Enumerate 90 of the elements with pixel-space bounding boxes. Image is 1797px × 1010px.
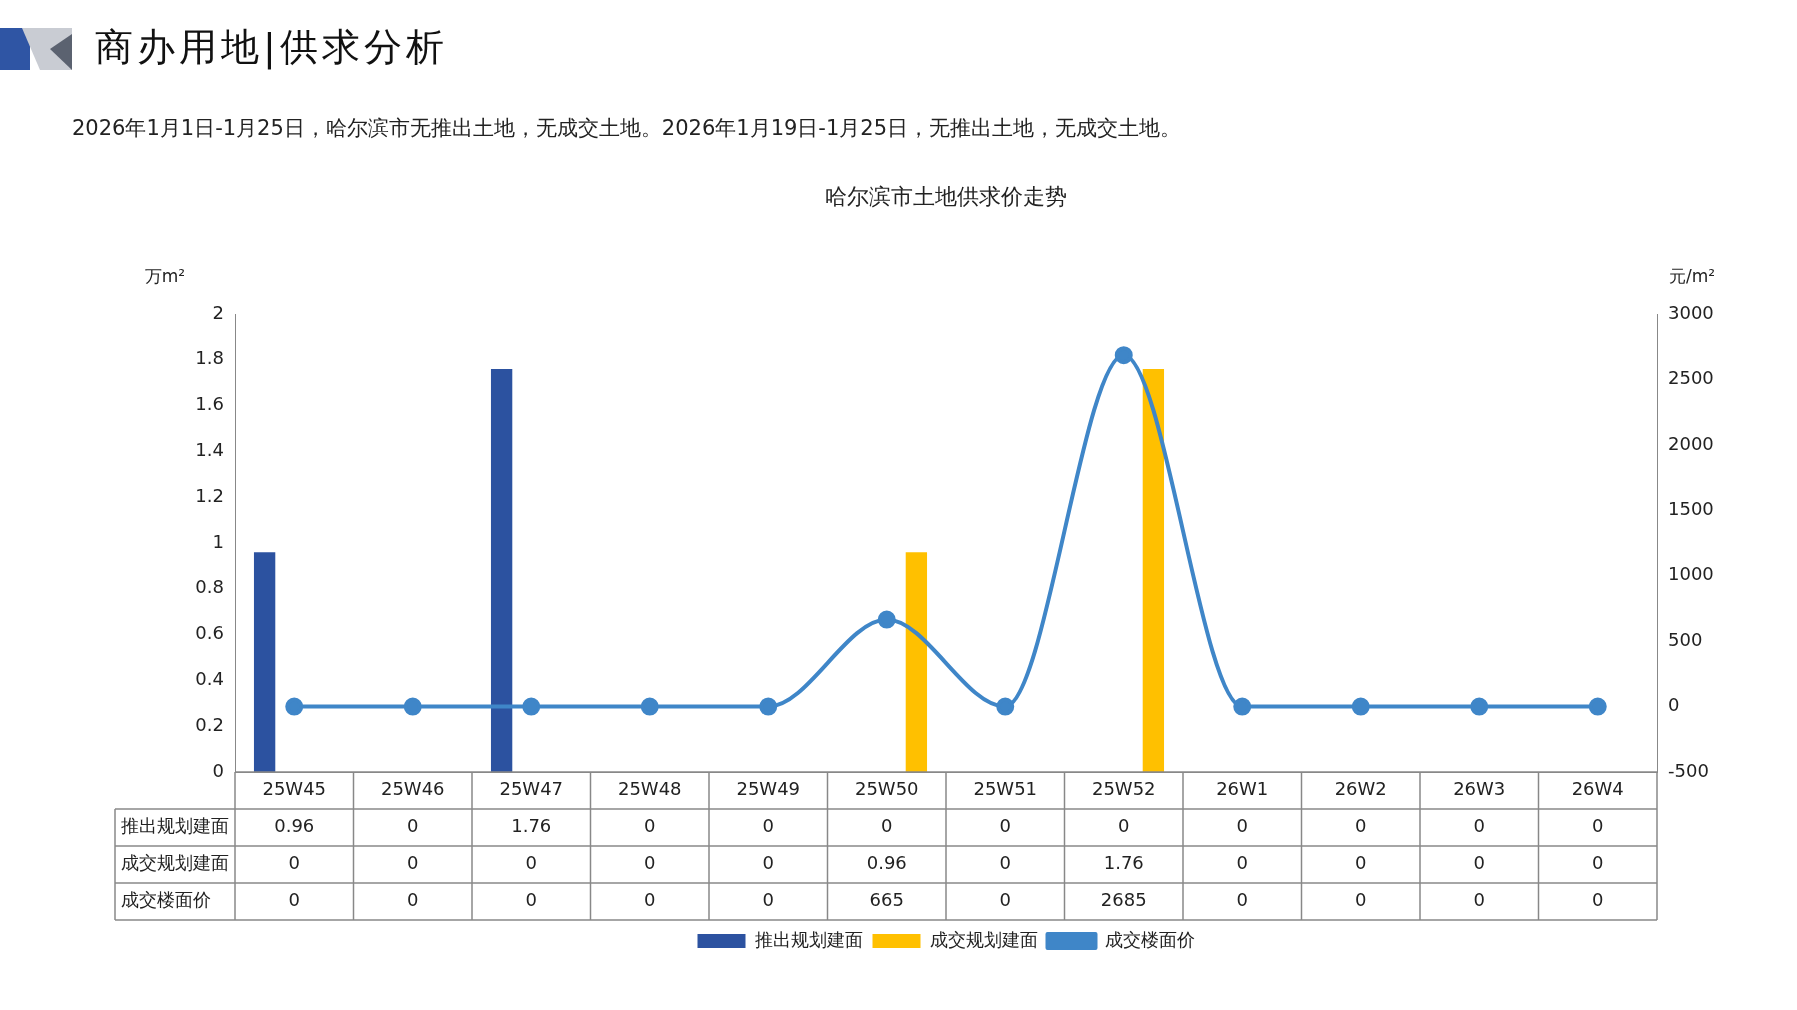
data-label: 0 xyxy=(1592,815,1604,837)
point xyxy=(1233,697,1252,716)
x-tick-label: 25W46 xyxy=(380,778,445,800)
point xyxy=(759,697,778,716)
point xyxy=(403,697,422,716)
y2-tick-label: -500 xyxy=(1668,759,1709,781)
y-tick-label: 1.6 xyxy=(195,393,224,415)
text: 推出规划建面 xyxy=(121,815,229,837)
data-label: 0 xyxy=(407,815,419,837)
data-label: 0 xyxy=(1355,815,1367,837)
y2-tick-label: 2000 xyxy=(1668,432,1714,454)
text: 哈尔滨市土地供求价走势 xyxy=(825,183,1067,209)
point xyxy=(996,697,1015,716)
legend-label: 成交规划建面 xyxy=(929,928,1038,950)
data-label: 0 xyxy=(1473,815,1485,837)
data-label: 665 xyxy=(869,889,904,911)
y-tick-label: 1.2 xyxy=(195,484,224,506)
point xyxy=(1470,697,1489,716)
data-label: 0 xyxy=(1355,889,1367,911)
data-label: 0.96 xyxy=(274,815,315,837)
data-label: 0 xyxy=(999,815,1011,837)
point xyxy=(1588,697,1607,716)
y-tick-label: 0 xyxy=(212,759,224,781)
x-tick-label: 26W4 xyxy=(1571,778,1624,800)
x-tick-label: 26W3 xyxy=(1453,778,1506,800)
data-label: 0 xyxy=(881,815,893,837)
x-tick-label: 25W49 xyxy=(736,778,801,800)
point xyxy=(522,697,541,716)
y-tick-label: 1 xyxy=(212,530,224,552)
data-label: 0 xyxy=(525,889,537,911)
y-tick-label: 1.8 xyxy=(195,347,224,369)
data-label: 0 xyxy=(1236,852,1248,874)
y-tick-label: 0.4 xyxy=(195,668,224,690)
point xyxy=(1114,346,1133,365)
y2-tick-label: 3000 xyxy=(1668,301,1714,323)
data-label: 0 xyxy=(288,852,300,874)
data-label: 0 xyxy=(644,815,656,837)
data-label: 1.76 xyxy=(511,815,552,837)
chart-subtitle: 2026年1月1日-1月25日，哈尔滨市无推出土地，无成交土地。2026年1月19日-1月25日，无推出土地，无成交土地。 xyxy=(72,115,1182,142)
point xyxy=(1351,697,1370,716)
y2-tick-label: 500 xyxy=(1668,628,1703,650)
x-tick-label: 25W47 xyxy=(499,778,564,800)
y-tick-label: 0.2 xyxy=(195,713,224,735)
data-label: 0 xyxy=(644,852,656,874)
x-tick-label: 25W51 xyxy=(973,778,1038,800)
y2-tick-label: 1000 xyxy=(1668,563,1714,585)
data-label: 0 xyxy=(1473,889,1485,911)
data-label: 0 xyxy=(1236,815,1248,837)
x-tick-label: 25W45 xyxy=(262,778,327,800)
data-label: 0 xyxy=(762,889,774,911)
text: 成交规划建面 xyxy=(121,852,229,874)
data-label: 0 xyxy=(288,889,300,911)
legend-label: 成交楼面价 xyxy=(1104,928,1195,950)
x-tick-label: 25W50 xyxy=(854,778,919,800)
data-label: 0 xyxy=(762,815,774,837)
data-label: 0 xyxy=(407,852,419,874)
data-label: 1.76 xyxy=(1103,852,1144,874)
data-label: 0 xyxy=(762,852,774,874)
data-label: 0 xyxy=(1118,815,1130,837)
data-label: 0 xyxy=(1355,852,1367,874)
y2-tick-label: 1500 xyxy=(1668,497,1714,519)
data-label: 2685 xyxy=(1100,889,1147,911)
y-tick-label: 0.8 xyxy=(195,576,224,598)
data-label: 0 xyxy=(1592,889,1604,911)
data-label: 0 xyxy=(999,852,1011,874)
legend-label: 推出规划建面 xyxy=(754,928,863,950)
data-label: 0.96 xyxy=(866,852,907,874)
y2-axis-title: 元/m² xyxy=(1669,266,1716,287)
point xyxy=(640,697,659,716)
y-tick-label: 0.6 xyxy=(195,622,224,644)
data-label: 0 xyxy=(1592,852,1604,874)
point xyxy=(285,697,304,716)
point xyxy=(877,610,896,629)
text: 成交楼面价 xyxy=(121,889,211,911)
y-tick-label: 2 xyxy=(212,301,224,323)
x-tick-label: 25W48 xyxy=(617,778,682,800)
chart-title: 商办用地|供求分析 xyxy=(95,24,448,72)
x-tick-label: 25W52 xyxy=(1091,778,1156,800)
data-label: 0 xyxy=(1236,889,1248,911)
y-axis-title: 万m² xyxy=(144,266,185,287)
x-tick-label: 26W2 xyxy=(1334,778,1387,800)
data-label: 0 xyxy=(525,852,537,874)
data-label: 0 xyxy=(644,889,656,911)
y2-tick-label: 2500 xyxy=(1668,367,1714,389)
data-label: 0 xyxy=(999,889,1011,911)
data-label: 0 xyxy=(407,889,419,911)
data-label: 0 xyxy=(1473,852,1485,874)
x-tick-label: 26W1 xyxy=(1216,778,1269,800)
y2-tick-label: 0 xyxy=(1668,694,1680,716)
y-tick-label: 1.4 xyxy=(195,439,224,461)
